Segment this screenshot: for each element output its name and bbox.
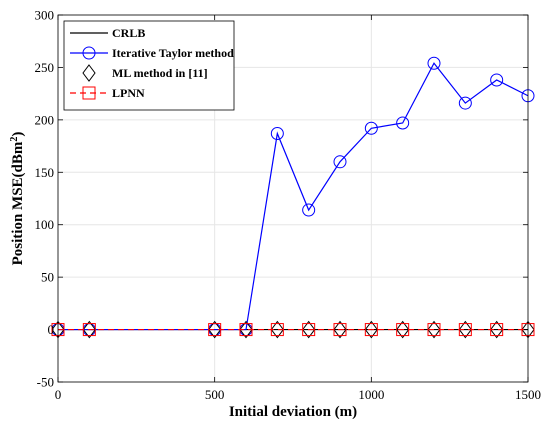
legend-marker-square <box>82 86 96 100</box>
legend-item-iterative-taylor-method: Iterative Taylor method <box>70 46 234 60</box>
legend-label: CRLB <box>112 26 145 40</box>
data-point-diamond <box>239 320 253 339</box>
data-point-square <box>490 323 504 337</box>
legend-item-ml-method-in-11: ML method in [11] <box>82 64 208 82</box>
series-ml-method-in-11 <box>51 320 535 339</box>
data-point-diamond <box>333 320 347 339</box>
legend-box <box>63 20 235 111</box>
data-point-square <box>82 323 96 337</box>
data-point-circle <box>270 126 284 140</box>
data-point-square <box>270 323 284 337</box>
x-tick-label: 0 <box>55 387 62 402</box>
y-axis-title-sup: 2 <box>9 137 20 142</box>
y-tick-label: 0 <box>48 322 55 337</box>
y-tick-label: 150 <box>35 165 55 180</box>
data-point-diamond <box>458 320 472 339</box>
data-point-square <box>458 323 472 337</box>
data-point-circle <box>302 203 316 217</box>
y-tick-label: 300 <box>35 8 55 23</box>
data-point-diamond <box>82 320 96 339</box>
data-point-diamond <box>490 320 504 339</box>
grid <box>57 14 529 383</box>
x-tick-label: 500 <box>205 387 225 402</box>
data-point-diamond <box>302 320 316 339</box>
x-axis-title: Initial deviation (m) <box>229 404 357 420</box>
legend-label: ML method in [11] <box>112 66 208 80</box>
y-tick-label: 50 <box>41 270 54 285</box>
y-axis-title-close: ) <box>10 132 26 137</box>
data-point-circle <box>490 73 504 87</box>
legend-item-crlb: CRLB <box>70 26 145 40</box>
y-tick-label: 250 <box>35 60 55 75</box>
data-point-diamond <box>427 320 441 339</box>
y-tick-label: -50 <box>37 375 54 390</box>
series-layer <box>51 56 535 339</box>
data-point-diamond <box>396 320 410 339</box>
data-point-square <box>427 323 441 337</box>
data-point-circle <box>427 56 441 70</box>
data-point-diamond <box>364 320 378 339</box>
data-point-square <box>396 323 410 337</box>
legend-marker-diamond <box>82 64 96 82</box>
data-point-square <box>302 323 316 337</box>
x-tick-label: 1500 <box>515 387 541 402</box>
legend-marker-circle <box>82 46 96 60</box>
plot-frame <box>57 14 529 383</box>
legend: CRLB Iterative Taylor method ML method in … <box>63 20 235 111</box>
y-axis-title-main: Position MSE(dBm <box>10 141 26 265</box>
data-point-diamond <box>208 320 222 339</box>
y-axis-title: Position MSE(dBm2) <box>9 132 26 266</box>
data-point-circle <box>333 155 347 169</box>
y-tick-label: 200 <box>35 112 55 127</box>
legend-label: LPNN <box>112 86 145 100</box>
data-point-diamond <box>270 320 284 339</box>
legend-item-lpnn: LPNN <box>70 86 145 100</box>
data-point-circle <box>396 116 410 130</box>
data-point-circle <box>458 96 472 110</box>
data-point-square <box>208 323 222 337</box>
legend-label: Iterative Taylor method <box>112 46 234 60</box>
data-point-circle <box>364 121 378 135</box>
series-line <box>58 62 529 331</box>
x-tick-label: 1000 <box>358 387 384 402</box>
data-point-square <box>239 323 253 337</box>
y-tick-label: 100 <box>35 217 55 232</box>
data-point-square <box>364 323 378 337</box>
data-point-square <box>333 323 347 337</box>
